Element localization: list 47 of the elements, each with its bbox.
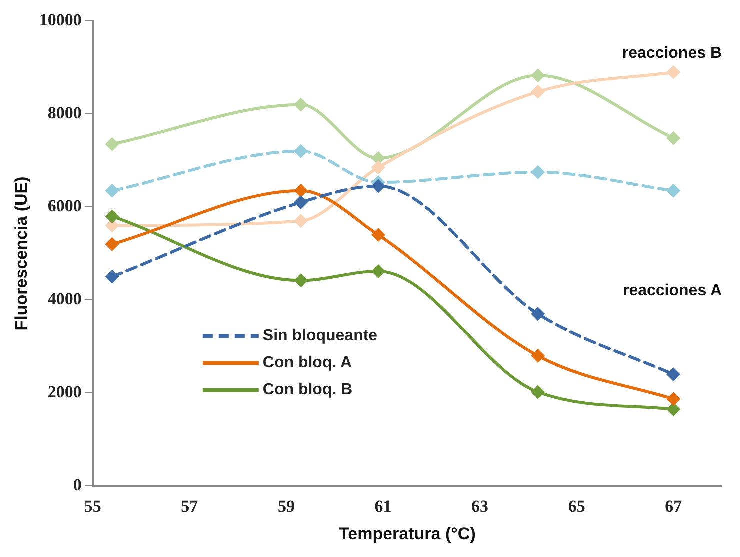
x-axis-title: Temperatura (°C)	[339, 524, 476, 544]
legend-label: Con bloq. B	[262, 382, 353, 399]
point	[371, 228, 386, 242]
x-tick-label: 57	[181, 496, 199, 516]
point	[294, 144, 308, 158]
point	[105, 184, 120, 198]
point	[294, 98, 308, 112]
x-tick-label: 67	[665, 496, 683, 516]
y-tick-label: 0	[73, 476, 82, 495]
legend-label: Con bloq. A	[262, 354, 353, 372]
x-tick-label: 65	[568, 496, 586, 516]
point	[531, 385, 546, 400]
point	[666, 392, 681, 406]
point	[666, 402, 681, 416]
y-tick-label: 2000	[48, 382, 82, 402]
point	[666, 368, 681, 382]
point	[294, 184, 308, 198]
point	[371, 264, 386, 278]
point	[371, 160, 386, 175]
point	[531, 349, 546, 363]
point	[531, 165, 546, 180]
point	[666, 184, 681, 198]
annotation: reacciones A	[622, 282, 722, 300]
point	[105, 270, 120, 284]
point	[531, 307, 546, 322]
point	[531, 84, 546, 99]
point	[294, 214, 308, 228]
y-axis-title: Fluorescencia (UE)	[12, 176, 31, 331]
x-tick-label: 55	[84, 496, 102, 516]
point	[105, 237, 120, 252]
point	[105, 210, 120, 224]
x-tick-label: 61	[374, 496, 392, 516]
annotation: reacciones B	[622, 45, 722, 62]
point	[294, 274, 308, 288]
point	[666, 131, 681, 146]
y-tick-label: 6000	[48, 196, 82, 216]
legend-label: Sin bloqueante	[262, 328, 378, 345]
y-tick-label: 8000	[48, 104, 82, 123]
y-tick-label: 10000	[39, 10, 82, 30]
point	[666, 65, 681, 80]
x-tick-label: 63	[472, 496, 489, 516]
point	[531, 68, 546, 83]
point	[294, 196, 308, 210]
x-tick-label: 59	[278, 496, 295, 516]
point	[105, 137, 120, 152]
y-tick-label: 4000	[48, 290, 82, 309]
point	[371, 179, 386, 194]
